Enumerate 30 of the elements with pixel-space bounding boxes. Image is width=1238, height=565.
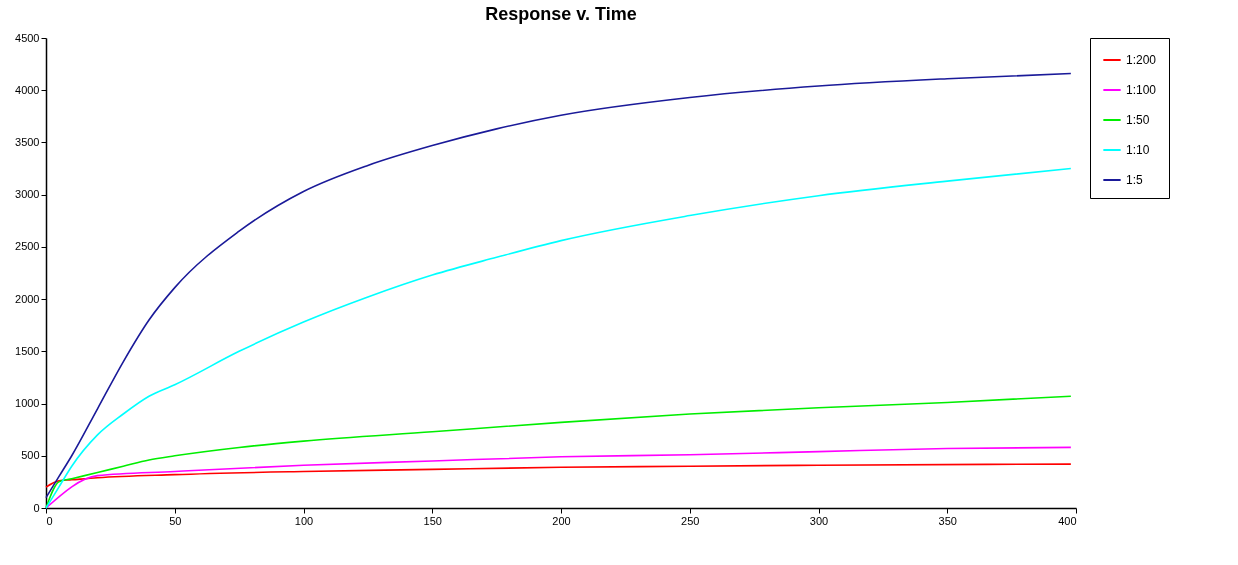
y-tick-label: 4500 — [15, 31, 40, 44]
line-series — [45, 463, 1072, 488]
y-tick-label: 3000 — [15, 188, 40, 201]
y-tick-label: 2000 — [15, 292, 40, 305]
x-tick-label: 400 — [1058, 514, 1077, 527]
legend-label: 1:10 — [1126, 143, 1150, 157]
y-tick-label: 500 — [21, 449, 40, 462]
line-series — [45, 72, 1072, 499]
x-tick-label: 0 — [46, 514, 53, 527]
legend-label: 1:50 — [1126, 113, 1150, 127]
x-tick-label: 100 — [294, 514, 314, 527]
line-series — [45, 395, 1072, 509]
y-tick-label: 1000 — [15, 397, 40, 410]
x-tick-label: 250 — [681, 514, 700, 527]
legend-label: 1:100 — [1126, 83, 1157, 97]
legend-label: 1:200 — [1126, 53, 1157, 67]
y-tick-label: 1500 — [15, 344, 40, 357]
y-tick-label: 3500 — [15, 135, 40, 148]
legend-label: 1:5 — [1126, 173, 1144, 187]
chart-title: Response v. Time — [485, 4, 637, 24]
x-tick-label: 200 — [552, 514, 571, 527]
x-tick-label: 150 — [423, 514, 442, 527]
x-tick-label: 50 — [169, 514, 182, 527]
y-tick-label: 2500 — [15, 240, 40, 253]
y-tick-label: 0 — [33, 501, 40, 514]
x-tick-label: 350 — [938, 514, 957, 527]
line-series — [45, 446, 1072, 509]
x-tick-label: 300 — [809, 514, 829, 527]
y-tick-label: 4000 — [15, 83, 40, 96]
line-series — [45, 167, 1072, 509]
